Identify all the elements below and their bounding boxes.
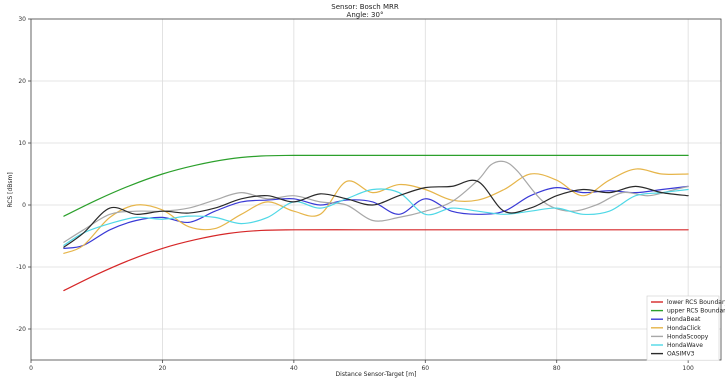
legend-label: OASIMV3	[667, 351, 695, 358]
legend-label: HondaScoopy	[667, 333, 709, 340]
legend-label: HondaBeat	[667, 316, 701, 323]
series-line-6	[63, 179, 689, 248]
legend-label: upper RCS Boundary	[667, 308, 725, 315]
y-tick-label: 20	[18, 78, 26, 85]
x-tick-label: 40	[290, 365, 298, 372]
x-tick-label: 0	[29, 365, 33, 372]
chart-title: Sensor: Bosch MRR	[331, 3, 399, 11]
series-line-1	[63, 154, 689, 217]
legend-label: lower RCS Boundary	[667, 299, 725, 306]
plot-frame	[30, 18, 722, 361]
chart-subtitle: Angle: 30°	[347, 11, 384, 19]
x-tick-label: 20	[159, 365, 167, 372]
series-line-4	[63, 160, 689, 243]
y-axis-title: RCS [dBsm]	[7, 172, 14, 207]
axis-ticks: 0 20 40 60 80 100 -20 -10 0 10 20 30	[16, 16, 694, 372]
series-line-2	[63, 185, 689, 249]
legend-label: HondaWave	[667, 342, 703, 349]
y-tick-label: -20	[16, 326, 26, 333]
x-tick-label: 80	[553, 365, 561, 372]
x-tick-label: 60	[421, 365, 429, 372]
legend-label: HondaClick	[667, 325, 701, 332]
y-tick-label: 0	[22, 202, 26, 209]
series-line-3	[63, 168, 689, 254]
series-lines	[63, 154, 689, 292]
series-line-0	[63, 229, 689, 292]
x-axis-title: Distance Sensor-Target [m]	[336, 371, 417, 378]
series-line-5	[63, 188, 689, 246]
y-tick-label: 10	[18, 140, 26, 147]
y-tick-label: -10	[16, 264, 26, 271]
x-tick-label: 100	[682, 365, 694, 372]
y-tick-label: 30	[18, 16, 26, 23]
